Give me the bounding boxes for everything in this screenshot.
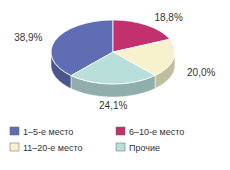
legend-label: Прочие <box>129 143 160 153</box>
chart: 38,9% 18,8% 20,0% 24,1% 1–5-е место 6–10-е ме… <box>0 0 230 170</box>
pie-top <box>51 20 175 84</box>
legend-label: 11–20-е место <box>23 143 83 153</box>
legend-label: 1–5-е место <box>23 127 73 137</box>
legend-label: 6–10-е место <box>129 127 184 137</box>
data-label: 38,9% <box>14 32 42 43</box>
legend-swatch <box>116 127 125 135</box>
data-labels: 38,9% 18,8% 20,0% 24,1% <box>14 12 215 111</box>
legend-swatch <box>116 143 125 151</box>
legend-swatch <box>10 143 19 151</box>
data-label: 18,8% <box>154 12 182 23</box>
legend-swatch <box>10 127 19 135</box>
data-label: 20,0% <box>187 67 215 78</box>
data-label: 24,1% <box>99 100 127 111</box>
legend: 1–5-е место 6–10-е место 11–20-е место Проч… <box>10 127 184 153</box>
slice <box>71 52 155 84</box>
